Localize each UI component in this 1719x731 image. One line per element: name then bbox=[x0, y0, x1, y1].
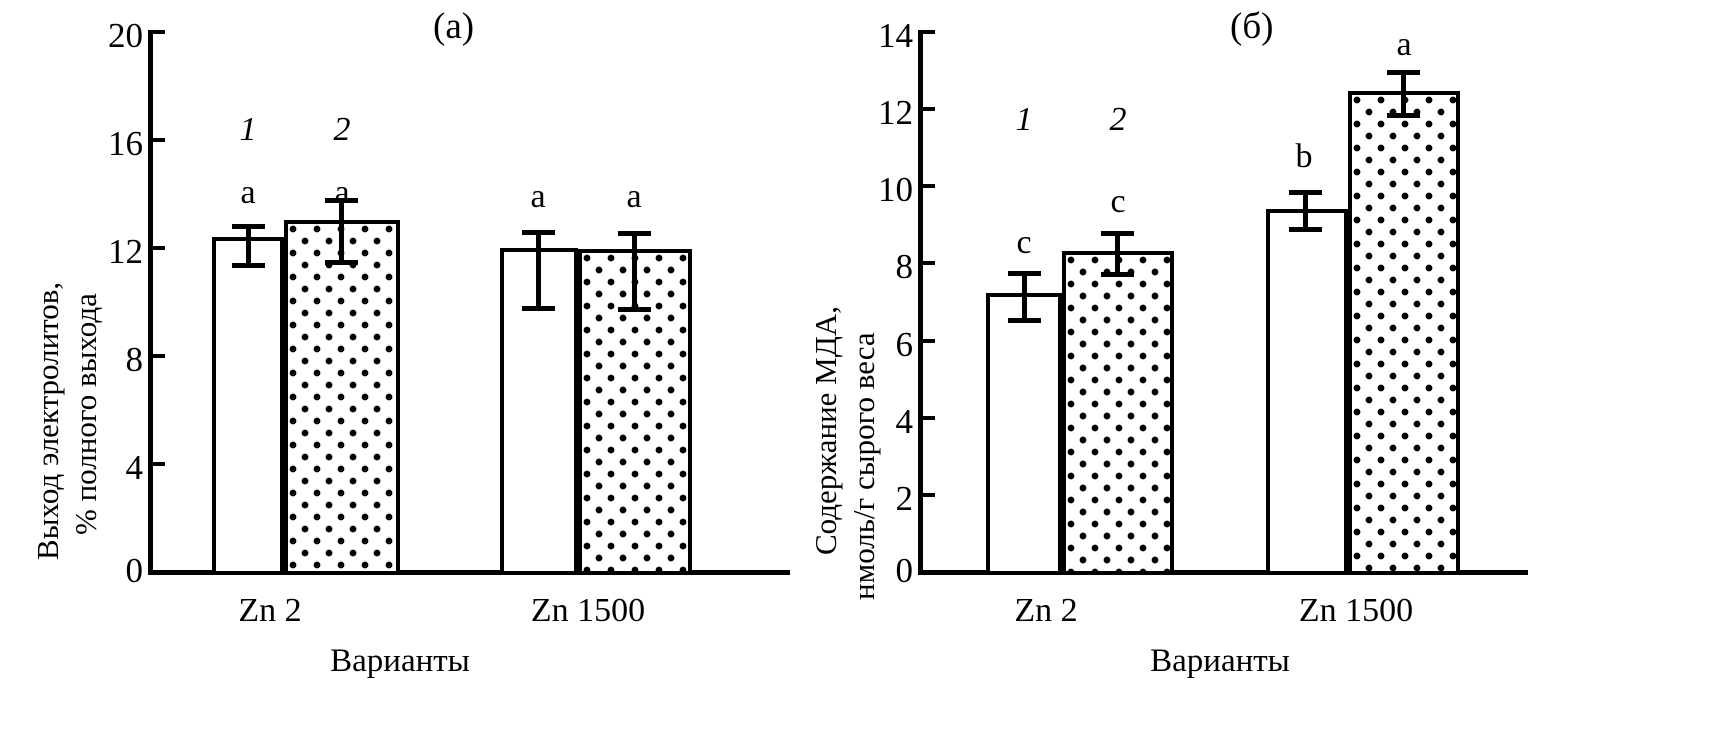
panel-b-errorbar-zn2-series2 bbox=[1115, 231, 1120, 277]
panel-b-siglabel-zn2-series1: c bbox=[1016, 224, 1032, 261]
panel-a-ytick-label-12: 12 bbox=[108, 232, 143, 271]
panel-b-errorcap-top-zn1500-series2 bbox=[1387, 70, 1420, 75]
panel-a-siglabel-zn2-series1: a bbox=[240, 174, 256, 211]
panel-a-ytick-label-8: 8 bbox=[125, 340, 144, 379]
panel-a-title: (a) bbox=[433, 6, 475, 47]
panel-b-category-label-zn1500: Zn 1500 bbox=[1298, 592, 1414, 629]
panel-b-errorcap-bottom-zn2-series1 bbox=[1008, 318, 1041, 323]
panel-b-errorcap-bottom-zn1500-series2 bbox=[1387, 113, 1420, 118]
panel-a-errorcap-bottom-zn2-series1 bbox=[232, 263, 265, 268]
panel-b-title: (б) bbox=[1230, 6, 1274, 47]
panel-a-ylabel-line2: % полного выхода bbox=[68, 293, 103, 535]
panel-a-errorbar-zn1500-series1 bbox=[536, 230, 541, 311]
panel-a-errorcap-top-zn1500-series2 bbox=[618, 231, 651, 236]
panel-a-ytick-label-4: 4 bbox=[125, 448, 144, 487]
panel-b-bar-zn2-series2 bbox=[1062, 251, 1174, 575]
panel-b-ytick-14 bbox=[923, 30, 935, 34]
panel-a-ytick-4 bbox=[153, 462, 165, 466]
panel-a-siglabel-zn1500-series1: a bbox=[530, 178, 546, 215]
panel-b-ytick-12 bbox=[923, 107, 935, 111]
panel-b-bar-zn1500-series2 bbox=[1348, 91, 1460, 575]
panel-b-ytick-2 bbox=[923, 493, 935, 497]
panel-b-errorbar-zn1500-series1 bbox=[1303, 190, 1308, 232]
panel-a-y-axis-line bbox=[148, 30, 153, 575]
panel-b-ytick-8 bbox=[923, 261, 935, 265]
panel-a-errorbar-zn2-series2 bbox=[339, 198, 344, 265]
panel-b-x-axis-line bbox=[918, 570, 1528, 575]
panel-a-ytick-20 bbox=[153, 30, 165, 34]
panel-a-ytick-label-20: 20 bbox=[108, 16, 143, 55]
panel-a-siglabel-zn1500-series2: a bbox=[626, 178, 642, 215]
panel-b-ytick-label-12: 12 bbox=[878, 93, 913, 132]
panel-b-ytick-label-14: 14 bbox=[878, 16, 913, 55]
panel-a-plot-area: 1 2 a a a a bbox=[148, 30, 790, 575]
chart-panel-a: (a) Выход электролитов, % полного выхода bbox=[0, 0, 800, 731]
panel-b-ytick-label-4: 4 bbox=[895, 402, 914, 441]
panel-b-ytick-label-10: 10 bbox=[878, 170, 913, 209]
panel-b-ytick-4 bbox=[923, 416, 935, 420]
panel-b-ytick-label-2: 2 bbox=[895, 479, 914, 518]
panel-a-ytick-label-16: 16 bbox=[108, 124, 143, 163]
panel-a-bar-zn2-series1 bbox=[212, 237, 284, 575]
panel-a-errorcap-top-zn1500-series1 bbox=[522, 230, 555, 235]
panel-a-xlabel: Варианты bbox=[330, 643, 470, 679]
panel-b-bar-zn2-series1 bbox=[986, 293, 1062, 575]
chart-panel-b: (б) Содержание МДА, нмоль/г сырого веса bbox=[800, 0, 1719, 731]
panel-b-siglabel-zn1500-series2: a bbox=[1396, 26, 1412, 63]
panel-b-errorcap-top-zn2-series2 bbox=[1101, 231, 1134, 236]
panel-a-ytick-8 bbox=[153, 354, 165, 358]
panel-b-errorbar-zn1500-series2 bbox=[1401, 70, 1406, 118]
panel-a-series-label-1: 1 bbox=[239, 111, 257, 148]
panel-a-ylabel-line1: Выход электролитов, bbox=[30, 281, 65, 560]
panel-b-errorcap-top-zn1500-series1 bbox=[1289, 190, 1322, 195]
panel-b-ytick-label-0: 0 bbox=[895, 551, 914, 590]
panel-b-ytick-label-6: 6 bbox=[895, 325, 914, 364]
panel-b-errorbar-zn2-series1 bbox=[1022, 271, 1027, 323]
panel-b-bar-zn1500-series1 bbox=[1266, 209, 1348, 575]
panel-a-series-label-2: 2 bbox=[333, 111, 351, 148]
panel-a-siglabel-zn2-series2: a bbox=[334, 174, 350, 211]
panel-a-ytick-label-0: 0 bbox=[125, 551, 144, 590]
panel-b-category-label-zn2: Zn 2 bbox=[1014, 592, 1078, 629]
panel-b-errorcap-bottom-zn1500-series1 bbox=[1289, 227, 1322, 232]
panel-b-errorcap-top-zn2-series1 bbox=[1008, 271, 1041, 276]
panel-b-series-label-1: 1 bbox=[1015, 101, 1033, 138]
panel-a-x-axis-line bbox=[148, 570, 790, 575]
panel-a-errorcap-bottom-zn2-series2 bbox=[325, 260, 358, 265]
panel-b-ytick-10 bbox=[923, 184, 935, 188]
panel-a-ytick-16 bbox=[153, 138, 165, 142]
panel-a-category-label-zn2: Zn 2 bbox=[238, 592, 302, 629]
panel-a-errorbar-zn1500-series2 bbox=[632, 231, 637, 312]
panel-a-errorcap-top-zn2-series1 bbox=[232, 224, 265, 229]
panel-b-plot-area: 1 2 c c b a bbox=[918, 26, 1528, 575]
panel-b-siglabel-zn2-series2: c bbox=[1110, 183, 1126, 220]
panel-b-y-axis-line bbox=[918, 30, 923, 575]
panel-a-errorcap-bottom-zn1500-series2 bbox=[618, 307, 651, 312]
panel-a-errorcap-top-zn2-series2 bbox=[325, 198, 358, 203]
panel-b-xlabel: Варианты bbox=[1150, 643, 1290, 679]
panel-a-errorbar-zn2-series1 bbox=[246, 224, 251, 268]
panel-a-category-label-zn1500: Zn 1500 bbox=[530, 592, 646, 629]
panel-b-siglabel-zn1500-series1: b bbox=[1295, 138, 1313, 175]
panel-b-ytick-label-8: 8 bbox=[895, 247, 914, 286]
panel-b-errorcap-bottom-zn2-series2 bbox=[1101, 272, 1134, 277]
panel-a-bar-zn2-series2 bbox=[284, 220, 400, 575]
panel-a-errorcap-bottom-zn1500-series1 bbox=[522, 306, 555, 311]
panel-a-ytick-12 bbox=[153, 246, 165, 250]
panel-b-ytick-6 bbox=[923, 339, 935, 343]
panel-b-series-label-2: 2 bbox=[1109, 101, 1127, 138]
